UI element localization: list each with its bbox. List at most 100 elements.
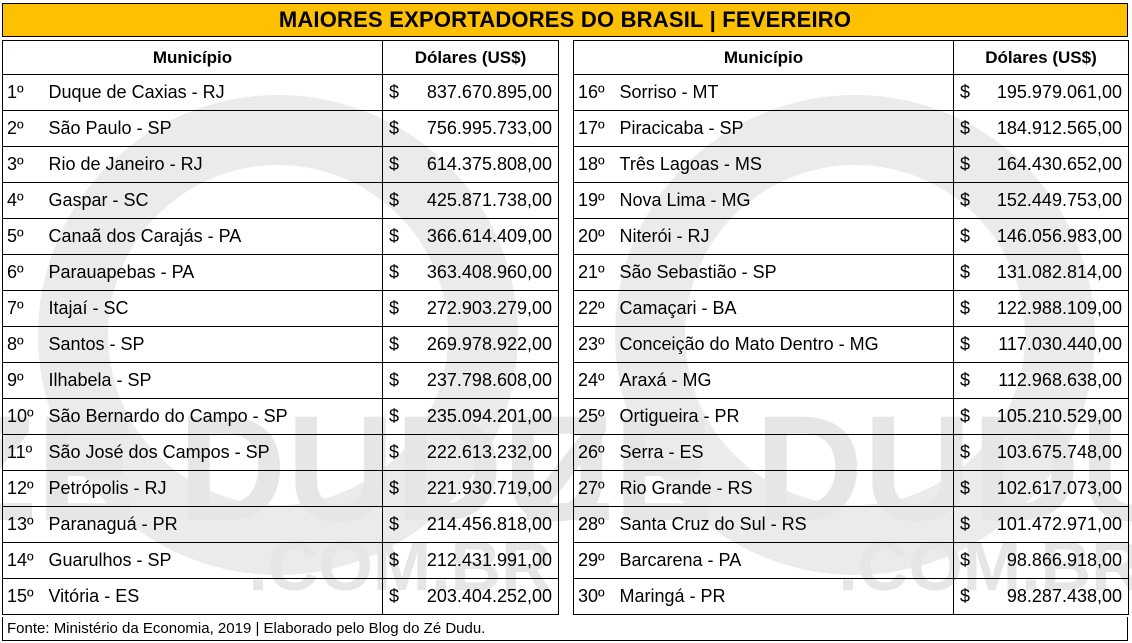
table-row: 22º Camaçari - BA $122.988.109,00 xyxy=(573,290,1130,327)
header-row: Município Dólares (US$) xyxy=(572,40,1130,75)
municipio-cell: Barcarena - PA xyxy=(617,542,955,579)
currency-symbol: $ xyxy=(960,118,971,138)
value-cell: $203.404.252,00 xyxy=(382,578,560,615)
table-row: 8º Santos - SP $269.978.922,00 xyxy=(2,326,560,363)
value-amount: 222.613.232,00 xyxy=(426,442,553,462)
municipio-cell: São Bernardo do Campo - SP xyxy=(46,398,384,435)
currency-symbol: $ xyxy=(960,514,971,534)
value-amount: 102.617.073,00 xyxy=(996,478,1123,498)
currency-symbol: $ xyxy=(389,262,400,282)
header-municipio: Município xyxy=(1,40,384,75)
municipio-cell: Petrópolis - RJ xyxy=(46,470,384,507)
rank-cell: 26º xyxy=(573,434,618,471)
table-row: 1º Duque de Caxias - RJ $837.670.895,00 xyxy=(2,74,560,111)
table-row: 25º Ortigueira - PR $105.210.529,00 xyxy=(573,398,1130,435)
rank-cell: 2º xyxy=(2,110,47,147)
value-amount: 146.056.983,00 xyxy=(996,226,1123,246)
value-cell: $614.375.808,00 xyxy=(382,146,560,183)
value-amount: 221.930.719,00 xyxy=(426,478,553,498)
currency-symbol: $ xyxy=(960,154,971,174)
value-cell: $237.798.608,00 xyxy=(382,362,560,399)
table-row: 18º Três Lagoas - MS $164.430.652,00 xyxy=(573,146,1130,183)
value-cell: $112.968.638,00 xyxy=(953,362,1130,399)
rank-cell: 25º xyxy=(573,398,618,435)
currency-symbol: $ xyxy=(389,370,400,390)
rank-cell: 27º xyxy=(573,470,618,507)
page-title: MAIORES EXPORTADORES DO BRASIL | FEVEREI… xyxy=(2,3,1128,37)
rank-cell: 9º xyxy=(2,362,47,399)
rank-cell: 19º xyxy=(573,182,618,219)
value-cell: $269.978.922,00 xyxy=(382,326,560,363)
municipio-cell: Ilhabela - SP xyxy=(46,362,384,399)
value-amount: 112.968.638,00 xyxy=(998,370,1123,390)
currency-symbol: $ xyxy=(960,550,971,570)
rank-cell: 22º xyxy=(573,290,618,327)
municipio-cell: Maringá - PR xyxy=(617,578,955,615)
table-row: 27º Rio Grande - RS $102.617.073,00 xyxy=(573,470,1130,507)
table-row: 12º Petrópolis - RJ $221.930.719,00 xyxy=(2,470,560,507)
value-amount: 756.995.733,00 xyxy=(426,118,553,138)
currency-symbol: $ xyxy=(389,118,400,138)
currency-symbol: $ xyxy=(960,82,971,102)
currency-symbol: $ xyxy=(389,514,400,534)
value-cell: $214.456.818,00 xyxy=(382,506,560,543)
value-amount: 98.287.438,00 xyxy=(1006,586,1123,606)
rank-cell: 23º xyxy=(573,326,618,363)
municipio-cell: Três Lagoas - MS xyxy=(617,146,955,183)
municipio-cell: Parauapebas - PA xyxy=(46,254,384,291)
table-row: 3º Rio de Janeiro - RJ $614.375.808,00 xyxy=(2,146,560,183)
value-cell: $164.430.652,00 xyxy=(953,146,1130,183)
value-amount: 366.614.409,00 xyxy=(426,226,553,246)
currency-symbol: $ xyxy=(960,262,971,282)
table-row: 20º Niterói - RJ $146.056.983,00 xyxy=(573,218,1130,255)
municipio-cell: Piracicaba - SP xyxy=(617,110,955,147)
value-amount: 214.456.818,00 xyxy=(426,514,553,534)
value-cell: $146.056.983,00 xyxy=(953,218,1130,255)
value-amount: 131.082.814,00 xyxy=(996,262,1123,282)
currency-symbol: $ xyxy=(389,478,400,498)
table-row: 15º Vitória - ES $203.404.252,00 xyxy=(2,578,560,615)
rank-cell: 15º xyxy=(2,578,47,615)
value-cell: $184.912.565,00 xyxy=(953,110,1130,147)
value-amount: 837.670.895,00 xyxy=(426,82,553,102)
value-amount: 235.094.201,00 xyxy=(426,406,553,426)
municipio-cell: Nova Lima - MG xyxy=(617,182,955,219)
rank-cell: 5º xyxy=(2,218,47,255)
currency-symbol: $ xyxy=(960,226,971,246)
currency-symbol: $ xyxy=(389,226,400,246)
value-cell: $425.871.738,00 xyxy=(382,182,560,219)
header-municipio: Município xyxy=(572,40,955,75)
table-row: 24º Araxá - MG $112.968.638,00 xyxy=(573,362,1130,399)
value-cell: $222.613.232,00 xyxy=(382,434,560,471)
value-cell: $122.988.109,00 xyxy=(953,290,1130,327)
value-cell: $105.210.529,00 xyxy=(953,398,1130,435)
table-row: 9º Ilhabela - SP $237.798.608,00 xyxy=(2,362,560,399)
table-row: 29º Barcarena - PA $98.866.918,00 xyxy=(573,542,1130,579)
table-row: 30º Maringá - PR $98.287.438,00 xyxy=(573,578,1130,615)
municipio-cell: Vitória - ES xyxy=(46,578,384,615)
table-row: 19º Nova Lima - MG $152.449.753,00 xyxy=(573,182,1130,219)
value-cell: $366.614.409,00 xyxy=(382,218,560,255)
municipio-cell: Sorriso - MT xyxy=(617,74,955,111)
value-cell: $98.866.918,00 xyxy=(953,542,1130,579)
header-dolares: Dólares (US$) xyxy=(382,40,560,75)
currency-symbol: $ xyxy=(389,334,400,354)
value-amount: 105.210.529,00 xyxy=(996,406,1123,426)
header-row: Município Dólares (US$) xyxy=(1,40,560,75)
value-cell: $235.094.201,00 xyxy=(382,398,560,435)
currency-symbol: $ xyxy=(960,190,971,210)
currency-symbol: $ xyxy=(389,298,400,318)
municipio-cell: São Paulo - SP xyxy=(46,110,384,147)
currency-symbol: $ xyxy=(389,550,400,570)
municipio-cell: Ortigueira - PR xyxy=(617,398,955,435)
municipio-cell: Paranaguá - PR xyxy=(46,506,384,543)
value-amount: 122.988.109,00 xyxy=(996,298,1123,318)
municipio-cell: Santos - SP xyxy=(46,326,384,363)
value-cell: $363.408.960,00 xyxy=(382,254,560,291)
value-cell: $272.903.279,00 xyxy=(382,290,560,327)
table-row: 21º São Sebastião - SP $131.082.814,00 xyxy=(573,254,1130,291)
rank-cell: 10º xyxy=(2,398,47,435)
value-amount: 98.866.918,00 xyxy=(1006,550,1123,570)
rank-cell: 3º xyxy=(2,146,47,183)
table-row: 2º São Paulo - SP $756.995.733,00 xyxy=(2,110,560,147)
